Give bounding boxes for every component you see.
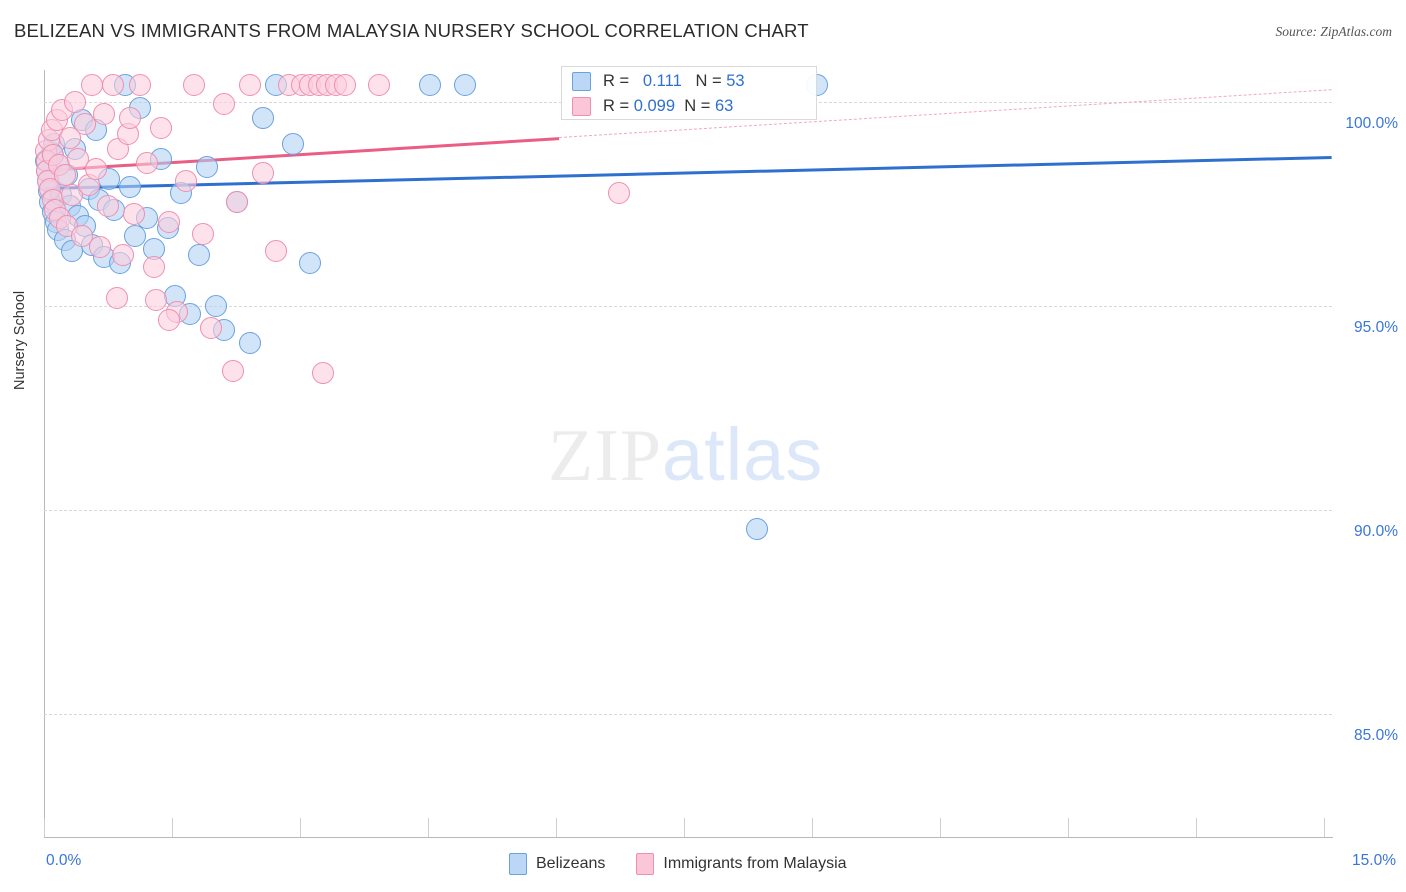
scatter-point bbox=[157, 309, 180, 332]
x-axis-line bbox=[44, 837, 1333, 838]
x-axis-min-label: 0.0% bbox=[46, 852, 82, 869]
scatter-point bbox=[191, 223, 214, 246]
scatter-point bbox=[453, 74, 476, 97]
scatter-point bbox=[74, 112, 97, 135]
scatter-point bbox=[136, 151, 159, 174]
page-title: BELIZEAN VS IMMIGRANTS FROM MALAYSIA NUR… bbox=[14, 20, 809, 41]
scatter-point bbox=[204, 294, 227, 317]
legend-swatch-malaysia-icon bbox=[572, 97, 591, 116]
x-tick bbox=[300, 818, 302, 837]
watermark-zip: ZIP bbox=[548, 415, 662, 497]
y-axis-title: Nursery School bbox=[12, 290, 28, 390]
scatter-point bbox=[157, 211, 180, 234]
x-tick bbox=[1324, 818, 1326, 837]
scatter-point bbox=[187, 243, 210, 266]
series-legend: Belizeans Immigrants from Malaysia bbox=[509, 853, 869, 875]
series-swatch-malaysia-icon bbox=[636, 853, 655, 875]
scatter-point bbox=[251, 106, 274, 129]
scatter-point bbox=[142, 256, 165, 278]
plot-area: ZIPatlas bbox=[34, 74, 1333, 837]
series-swatch-belizeans-icon bbox=[509, 853, 527, 875]
scatter-point bbox=[333, 74, 356, 97]
watermark-atlas: atlas bbox=[662, 413, 824, 496]
y-tick-label: 95.0% bbox=[1354, 318, 1398, 336]
scatter-point bbox=[84, 157, 107, 180]
scatter-point bbox=[111, 243, 134, 266]
scatter-point bbox=[200, 317, 223, 340]
trendline bbox=[43, 156, 1333, 191]
scatter-point bbox=[312, 362, 335, 385]
scatter-point bbox=[124, 225, 147, 248]
scatter-point bbox=[239, 74, 262, 97]
scatter-point bbox=[53, 164, 76, 187]
scatter-point bbox=[174, 170, 197, 193]
scatter-point bbox=[70, 225, 93, 248]
scatter-point bbox=[221, 360, 244, 383]
x-tick bbox=[44, 818, 45, 837]
x-tick bbox=[940, 818, 942, 837]
y-tick-label: 100.0% bbox=[1345, 114, 1398, 132]
legend-row-malaysia: R = 0.099 N = 63 bbox=[572, 94, 733, 119]
scatter-point bbox=[367, 74, 390, 97]
scatter-point bbox=[299, 251, 322, 274]
watermark: ZIPatlas bbox=[548, 412, 823, 499]
scatter-point bbox=[97, 194, 120, 217]
scatter-point bbox=[226, 190, 249, 213]
gridline-y bbox=[44, 714, 1332, 716]
scatter-point bbox=[264, 239, 287, 262]
x-tick bbox=[812, 818, 814, 837]
y-tick-label: 90.0% bbox=[1354, 523, 1398, 541]
legend-swatch-belizeans-icon bbox=[572, 72, 591, 91]
scatter-point bbox=[282, 133, 304, 156]
scatter-point bbox=[118, 106, 141, 129]
y-axis-line bbox=[44, 70, 45, 837]
scatter-point bbox=[239, 331, 262, 354]
scatter-point bbox=[93, 102, 116, 125]
scatter-point bbox=[196, 155, 219, 178]
y-tick-label: 85.0% bbox=[1354, 727, 1398, 745]
legend-row-belizeans: R = 0.111 N = 53 bbox=[572, 69, 745, 94]
correlation-legend: R = 0.111 N = 53 R = 0.099 N = 63 bbox=[561, 66, 817, 120]
scatter-point bbox=[88, 235, 111, 258]
gridline-y bbox=[44, 305, 1332, 307]
scatter-point bbox=[419, 74, 442, 97]
scatter-point bbox=[149, 117, 172, 140]
x-tick bbox=[1068, 818, 1070, 837]
scatter-point bbox=[101, 74, 124, 97]
scatter-point bbox=[183, 74, 206, 97]
x-tick bbox=[556, 818, 558, 837]
legend-stats-belizeans: R = 0.111 N = 53 bbox=[603, 72, 745, 90]
x-tick bbox=[684, 818, 686, 837]
legend-stats-malaysia: R = 0.099 N = 63 bbox=[603, 97, 734, 115]
scatter-point bbox=[105, 286, 128, 309]
source-label: Source: ZipAtlas.com bbox=[1275, 24, 1392, 39]
scatter-point bbox=[81, 74, 104, 97]
series-label-belizeans: Belizeans bbox=[536, 855, 606, 872]
scatter-point bbox=[118, 176, 141, 199]
scatter-point bbox=[58, 127, 81, 150]
scatter-point bbox=[63, 90, 86, 113]
scatter-point bbox=[129, 74, 152, 97]
scatter-point bbox=[608, 182, 631, 205]
scatter-point bbox=[144, 288, 167, 311]
x-tick bbox=[172, 818, 174, 837]
x-tick bbox=[1196, 818, 1198, 837]
scatter-point bbox=[745, 517, 768, 540]
series-label-malaysia: Immigrants from Malaysia bbox=[663, 855, 847, 872]
x-tick bbox=[428, 818, 430, 837]
scatter-point bbox=[213, 92, 236, 115]
gridline-y bbox=[44, 510, 1332, 512]
scatter-point bbox=[251, 162, 274, 185]
scatter-point bbox=[123, 202, 146, 225]
x-axis-max-label: 15.0% bbox=[1352, 852, 1396, 869]
